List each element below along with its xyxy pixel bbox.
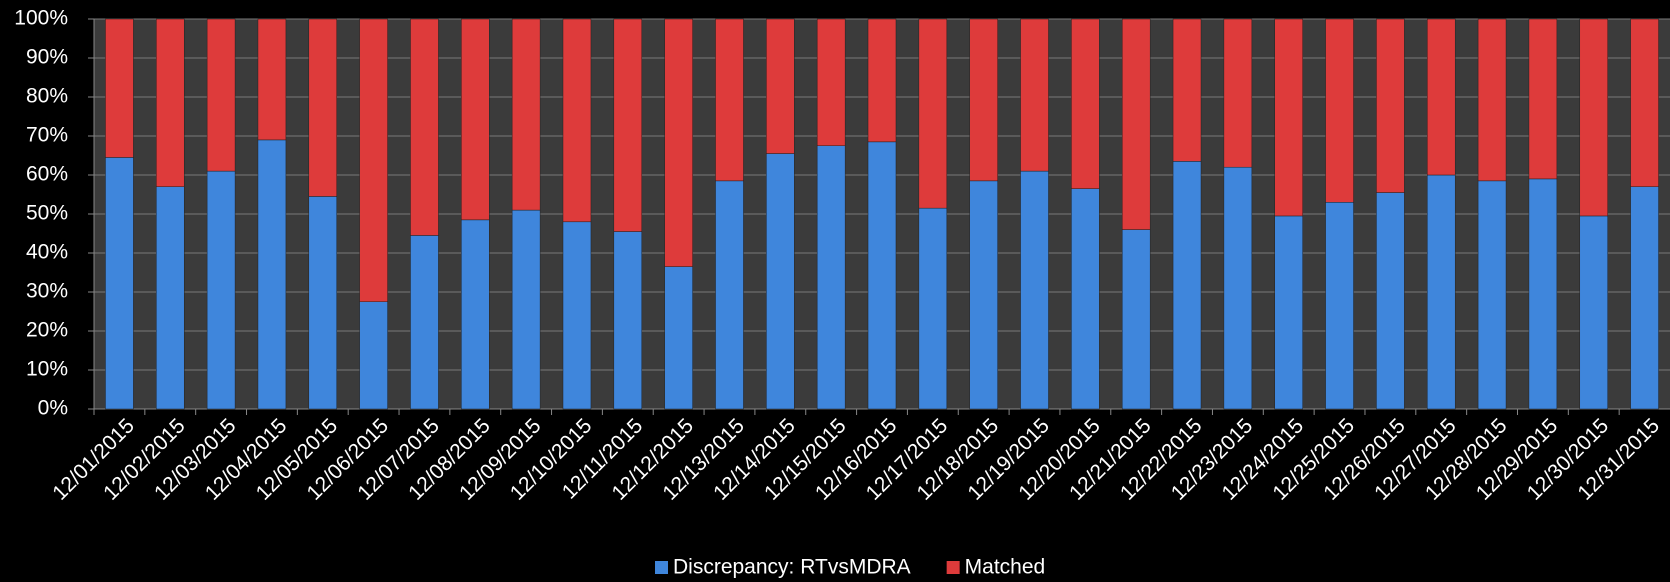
bar-segment: [1020, 170, 1049, 410]
bar-segment: [1121, 18, 1151, 230]
bar-segment: [308, 18, 338, 197]
bar-segment: [1426, 174, 1456, 410]
bar-segment: [105, 18, 134, 158]
bar-segment: [410, 18, 439, 236]
bar-segment: [1426, 18, 1456, 176]
bar-segment: [613, 18, 643, 232]
bar-segment: [816, 145, 846, 410]
bar-segment: [613, 231, 643, 410]
bar-segment: [1172, 18, 1202, 162]
bar-segment: [1579, 18, 1608, 217]
bar-segment: [1528, 178, 1558, 410]
bar-segment: [1325, 18, 1354, 203]
bar-segment: [511, 209, 541, 410]
bar-segment: [664, 266, 693, 410]
bar-segment: [816, 18, 846, 146]
bar-segment: [1071, 18, 1100, 189]
y-tick-label: 100%: [14, 7, 68, 30]
bar-segment: [969, 180, 998, 410]
bar-segment: [359, 301, 388, 410]
legend-swatch: [655, 561, 668, 574]
bar-segment: [1528, 18, 1558, 180]
bar-segment: [664, 18, 693, 267]
y-tick-label: 30%: [26, 280, 68, 303]
bar-segment: [1376, 192, 1405, 410]
bar-segment: [766, 18, 795, 154]
bar-segment: [1325, 202, 1354, 410]
bar-segment: [410, 235, 439, 410]
bar-segment: [461, 18, 490, 221]
bar-segment: [359, 18, 388, 302]
y-tick-label: 50%: [26, 202, 68, 225]
bar-segment: [308, 196, 338, 410]
legend-label: Matched: [965, 556, 1046, 579]
bar-segment: [1071, 188, 1100, 410]
bar-segment: [1020, 18, 1049, 172]
bar-segment: [511, 18, 541, 211]
bar-segment: [257, 139, 287, 410]
bar-segment: [1274, 215, 1303, 410]
y-tick-label: 20%: [26, 319, 68, 342]
bar-segment: [1274, 18, 1303, 217]
bar-segment: [1630, 18, 1659, 187]
y-tick-label: 40%: [26, 241, 68, 264]
bar-segment: [1172, 161, 1202, 410]
bar-segment: [1223, 18, 1253, 168]
bar-segment: [1376, 18, 1405, 193]
bar-segment: [715, 180, 744, 410]
bar-segment: [918, 18, 948, 209]
legend-label: Discrepancy: RTvsMDRA: [673, 556, 911, 579]
y-tick-label: 80%: [26, 85, 68, 108]
bar-segment: [1477, 18, 1507, 182]
bar-segment: [562, 18, 592, 223]
y-tick-label: 10%: [26, 358, 68, 381]
bar-segment: [1579, 215, 1608, 410]
y-tick-label: 60%: [26, 163, 68, 186]
bar-segment: [206, 18, 236, 172]
bar-segment: [156, 186, 185, 410]
bar-segment: [105, 157, 134, 410]
y-tick-label: 90%: [26, 46, 68, 69]
bar-segment: [206, 170, 236, 410]
legend-swatch: [946, 561, 960, 574]
bar-segment: [766, 153, 795, 410]
bar-segment: [562, 221, 592, 410]
bar-segment: [1223, 166, 1253, 410]
bar-segment: [1630, 186, 1659, 410]
bar-segment: [461, 219, 490, 410]
bar-segment: [715, 18, 744, 182]
y-tick-label: 70%: [26, 124, 68, 147]
y-tick-label: 0%: [38, 397, 68, 420]
bar-segment: [156, 18, 185, 187]
bar-segment: [867, 18, 897, 143]
bar-segment: [257, 18, 287, 141]
bar-segment: [1477, 180, 1507, 410]
bar-segment: [969, 18, 998, 182]
bar-segment: [867, 141, 897, 410]
bar-segment: [1121, 229, 1151, 410]
bar-segment: [918, 207, 948, 410]
